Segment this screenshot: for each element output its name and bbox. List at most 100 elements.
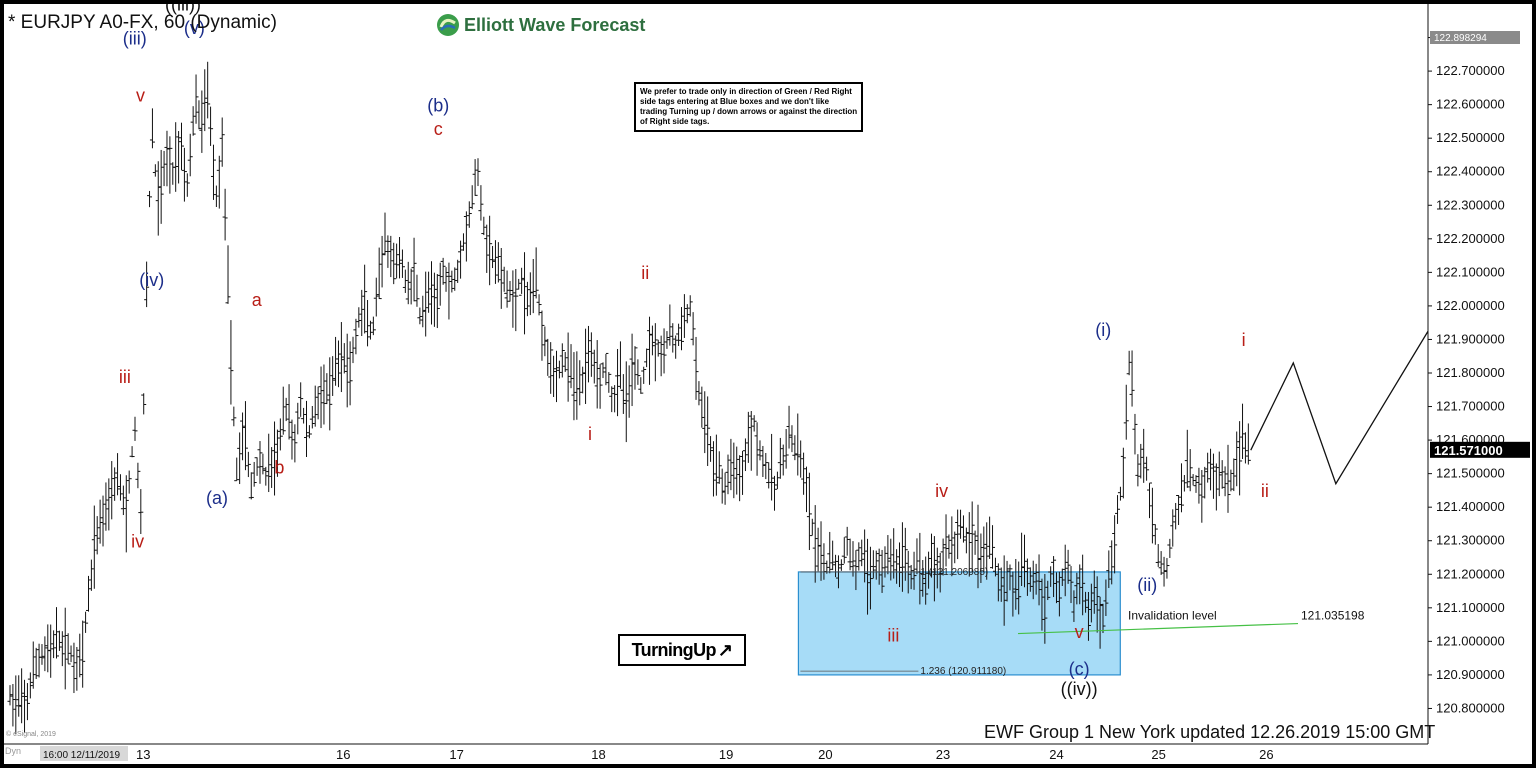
ohlc-bar bbox=[152, 164, 158, 177]
ohlc-bar bbox=[972, 530, 978, 555]
ohlc-bar bbox=[1170, 509, 1176, 547]
ohlc-bar bbox=[242, 401, 248, 471]
ohlc-bar bbox=[1030, 560, 1036, 600]
ohlc-bar bbox=[1193, 475, 1199, 493]
ohlc-bar bbox=[440, 257, 446, 285]
ohlc-bar bbox=[306, 425, 312, 439]
ohlc-bar bbox=[431, 272, 437, 327]
ohlc-bar bbox=[873, 550, 879, 580]
wave-label: (ii) bbox=[1137, 575, 1157, 595]
trading-note: We prefer to trade only in direction of … bbox=[634, 82, 863, 132]
ohlc-bar bbox=[257, 441, 263, 484]
ohlc-bar bbox=[1144, 456, 1150, 481]
ohlc-bar bbox=[1004, 560, 1010, 602]
ohlc-bar bbox=[103, 482, 109, 531]
ohlc-bar bbox=[498, 248, 504, 309]
ohlc-bar bbox=[248, 472, 254, 500]
fib-label: 1.236 (120.911180) bbox=[920, 666, 1006, 677]
ohlc-bar bbox=[274, 429, 280, 477]
y-tick-label: 122.200000 bbox=[1436, 231, 1505, 246]
ohlc-bar bbox=[827, 531, 833, 574]
projection-path bbox=[1250, 241, 1483, 486]
ohlc-bar bbox=[617, 341, 623, 391]
ohlc-bar bbox=[286, 384, 292, 440]
ohlc-bar bbox=[1085, 591, 1091, 641]
ohlc-bar bbox=[109, 461, 115, 520]
ohlc-bar bbox=[978, 533, 984, 583]
ohlc-bar bbox=[780, 444, 786, 476]
ohlc-bar bbox=[481, 216, 487, 236]
ohlc-bar bbox=[702, 391, 708, 454]
ohlc-bar bbox=[1013, 558, 1019, 610]
ohlc-bar bbox=[147, 190, 153, 208]
ohlc-bar bbox=[684, 304, 690, 324]
ohlc-bar bbox=[911, 551, 917, 590]
ohlc-bar bbox=[844, 526, 850, 556]
arrow-up-right-icon: ↗ bbox=[717, 639, 733, 660]
ohlc-bar bbox=[379, 235, 385, 288]
ohlc-bar bbox=[490, 245, 496, 269]
ohlc-bar bbox=[690, 312, 696, 346]
ohlc-bar bbox=[184, 173, 190, 197]
ohlc-bar bbox=[527, 272, 533, 316]
ohlc-bar bbox=[1001, 555, 1007, 626]
ohlc-bar bbox=[824, 560, 830, 574]
ohlc-bar bbox=[923, 556, 929, 605]
ohlc-bar bbox=[251, 461, 257, 487]
ohlc-bar bbox=[949, 516, 955, 577]
ohlc-bar bbox=[30, 641, 36, 689]
ohlc-bar bbox=[434, 273, 440, 329]
x-tick-label: 19 bbox=[719, 747, 733, 762]
ohlc-bar bbox=[327, 357, 333, 431]
ohlc-bar bbox=[981, 526, 987, 573]
ohlc-bar bbox=[801, 452, 807, 495]
ohlc-bar bbox=[783, 429, 789, 469]
ohlc-bar bbox=[492, 240, 498, 284]
ohlc-bar bbox=[225, 245, 231, 304]
ohlc-bar bbox=[568, 344, 574, 389]
ohlc-bar bbox=[920, 560, 926, 597]
ohlc-bar bbox=[1109, 540, 1115, 585]
ohlc-bar bbox=[1141, 428, 1147, 483]
ohlc-bar bbox=[751, 415, 757, 432]
ohlc-bar bbox=[1190, 474, 1196, 486]
ohlc-bar bbox=[1147, 482, 1153, 519]
ohlc-bar bbox=[830, 540, 836, 571]
ohlc-bar bbox=[769, 433, 775, 501]
price-chart[interactable]: 1 (121.206985) 1.236 (120.911180) Invalida… bbox=[4, 4, 1532, 764]
ohlc-bar bbox=[141, 393, 147, 415]
ohlc-bar bbox=[504, 270, 510, 308]
ohlc-bar bbox=[1225, 444, 1231, 513]
ohlc-bar bbox=[144, 261, 150, 308]
ohlc-bar bbox=[423, 271, 429, 337]
ohlc-bar bbox=[713, 434, 719, 496]
ohlc-bar bbox=[484, 224, 490, 273]
ohlc-bar bbox=[495, 242, 501, 283]
ohlc-bar bbox=[417, 307, 423, 325]
ohlc-bar bbox=[513, 269, 519, 332]
ohlc-bar bbox=[1100, 603, 1106, 634]
ohlc-bar bbox=[469, 185, 475, 210]
chart-title: * EURJPY A0-FX, 60 (Dynamic) bbox=[8, 12, 277, 33]
ohlc-bar bbox=[620, 374, 626, 414]
axis-layer: 122.800000122.700000122.600000122.500000… bbox=[4, 4, 1532, 764]
ohlc-bar bbox=[667, 304, 673, 346]
ohlc-bar bbox=[1196, 467, 1202, 504]
ohlc-bar bbox=[269, 447, 275, 488]
ohlc-bar bbox=[51, 630, 57, 659]
ohlc-bar bbox=[1176, 495, 1182, 526]
ohlc-bar bbox=[591, 349, 597, 384]
ohlc-bar bbox=[501, 266, 507, 294]
ohlc-bar bbox=[397, 237, 403, 279]
ohlc-bar bbox=[952, 531, 958, 564]
ohlc-bar bbox=[59, 631, 65, 667]
ohlc-bar bbox=[551, 355, 557, 397]
ohlc-bar bbox=[742, 438, 748, 472]
ohlc-bar bbox=[728, 438, 734, 491]
ohlc-bar bbox=[1187, 449, 1193, 492]
ohlc-bar bbox=[414, 274, 420, 307]
ohlc-bar bbox=[609, 386, 615, 413]
plot-layer bbox=[7, 61, 1251, 735]
ohlc-bar bbox=[295, 402, 301, 435]
y-tick-label: 121.800000 bbox=[1436, 365, 1505, 380]
